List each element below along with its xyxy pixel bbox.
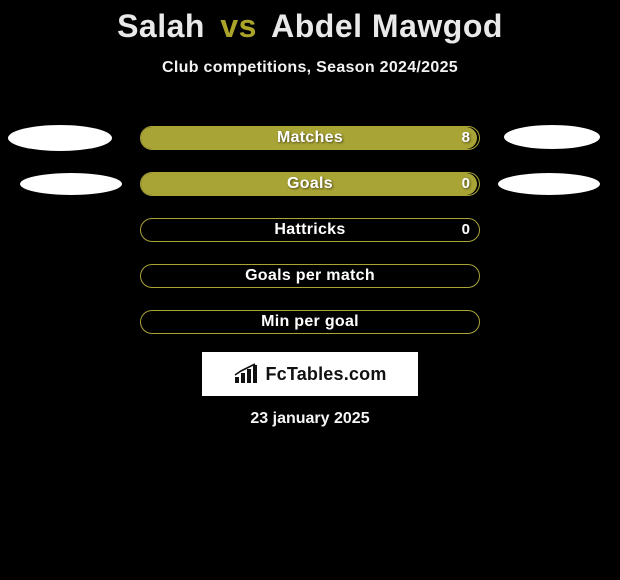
brand-text: FcTables.com xyxy=(265,364,386,385)
stat-rows: Matches8Goals0Hattricks0Goals per matchM… xyxy=(0,126,620,356)
stat-row: Min per goal xyxy=(0,310,620,334)
stat-label: Min per goal xyxy=(140,310,480,334)
vs-separator: vs xyxy=(220,8,257,44)
stat-row: Hattricks0 xyxy=(0,218,620,242)
stat-value-right: 0 xyxy=(462,218,470,242)
player2-marker xyxy=(498,173,600,195)
stat-row: Matches8 xyxy=(0,126,620,150)
stat-label: Goals xyxy=(140,172,480,196)
subtitle: Club competitions, Season 2024/2025 xyxy=(0,59,620,77)
stat-row: Goals per match xyxy=(0,264,620,288)
stat-label: Matches xyxy=(140,126,480,150)
stat-label: Hattricks xyxy=(140,218,480,242)
player1-marker xyxy=(20,173,122,195)
stat-value-right: 0 xyxy=(462,172,470,196)
player2-name: Abdel Mawgod xyxy=(271,8,503,44)
stat-label: Goals per match xyxy=(140,264,480,288)
date-label: 23 january 2025 xyxy=(0,410,620,428)
brand-icon xyxy=(233,363,259,385)
stat-value-right: 8 xyxy=(462,126,470,150)
page-title: Salah vs Abdel Mawgod xyxy=(0,0,620,45)
brand-badge: FcTables.com xyxy=(202,352,418,396)
player1-marker xyxy=(8,125,112,151)
stat-row: Goals0 xyxy=(0,172,620,196)
player2-marker xyxy=(504,125,600,149)
player1-name: Salah xyxy=(117,8,205,44)
